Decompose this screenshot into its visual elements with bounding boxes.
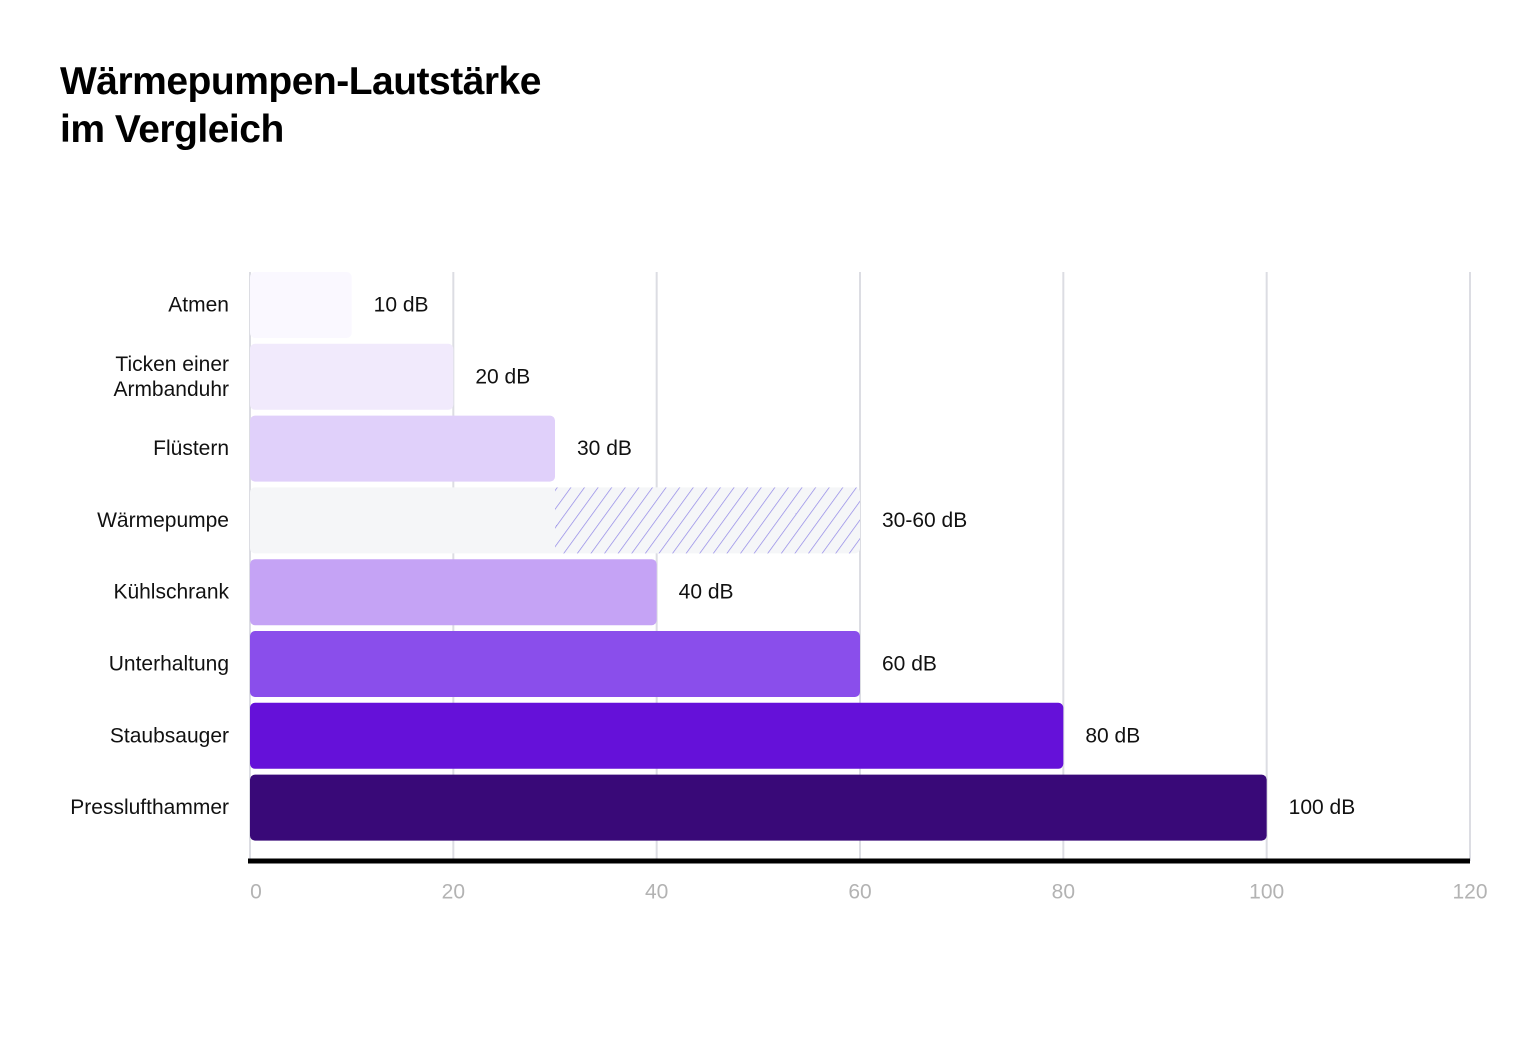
category-label-7: Presslufthammer — [70, 796, 229, 819]
x-tick-label-3: 60 — [848, 881, 871, 904]
value-label-6: 80 dB — [1085, 724, 1140, 747]
value-label-7: 100 dB — [1289, 796, 1356, 819]
category-label-1-line-0: Ticken einer — [115, 353, 229, 376]
x-tick-label-4: 80 — [1052, 881, 1075, 904]
value-label-0: 10 dB — [374, 294, 429, 317]
x-tick-label-6: 120 — [1452, 881, 1487, 904]
x-tick-label-0: 0 — [250, 881, 262, 904]
category-label-6: Staubsauger — [110, 724, 229, 747]
bar-5 — [250, 631, 860, 697]
bar-range-hatch-3 — [555, 487, 860, 554]
value-label-1: 20 dB — [475, 365, 530, 388]
value-label-5: 60 dB — [882, 653, 937, 676]
x-tick-label-5: 100 — [1249, 881, 1284, 904]
bar-6 — [250, 702, 1064, 769]
bar-1 — [250, 343, 454, 410]
bar-0 — [250, 272, 352, 338]
bar-7 — [250, 774, 1267, 841]
bar-2 — [250, 415, 555, 482]
value-label-2: 30 dB — [577, 437, 632, 460]
category-label-3: Wärmepumpe — [97, 509, 229, 532]
category-label-4: Kühlschrank — [113, 581, 229, 604]
value-label-3: 30-60 dB — [882, 509, 967, 532]
x-tick-label-1: 20 — [442, 881, 465, 904]
category-label-2: Flüstern — [153, 437, 229, 460]
chart-title-line-2: im Vergleich — [60, 108, 284, 151]
category-label-5: Unterhaltung — [109, 653, 229, 676]
x-tick-label-2: 40 — [645, 881, 668, 904]
category-label-1-line-1: Armbanduhr — [113, 378, 229, 401]
bar-4 — [250, 559, 657, 626]
value-label-4: 40 dB — [679, 581, 734, 604]
chart-title-line-1: Wärmepumpen-Lautstärke — [60, 60, 541, 103]
bars — [250, 272, 1267, 841]
chart-title: Wärmepumpen-Lautstärke im Vergleich — [60, 58, 541, 154]
category-label-0: Atmen — [168, 294, 229, 317]
x-axis: 0 20 40 60 80 100 120 — [248, 858, 1488, 904]
